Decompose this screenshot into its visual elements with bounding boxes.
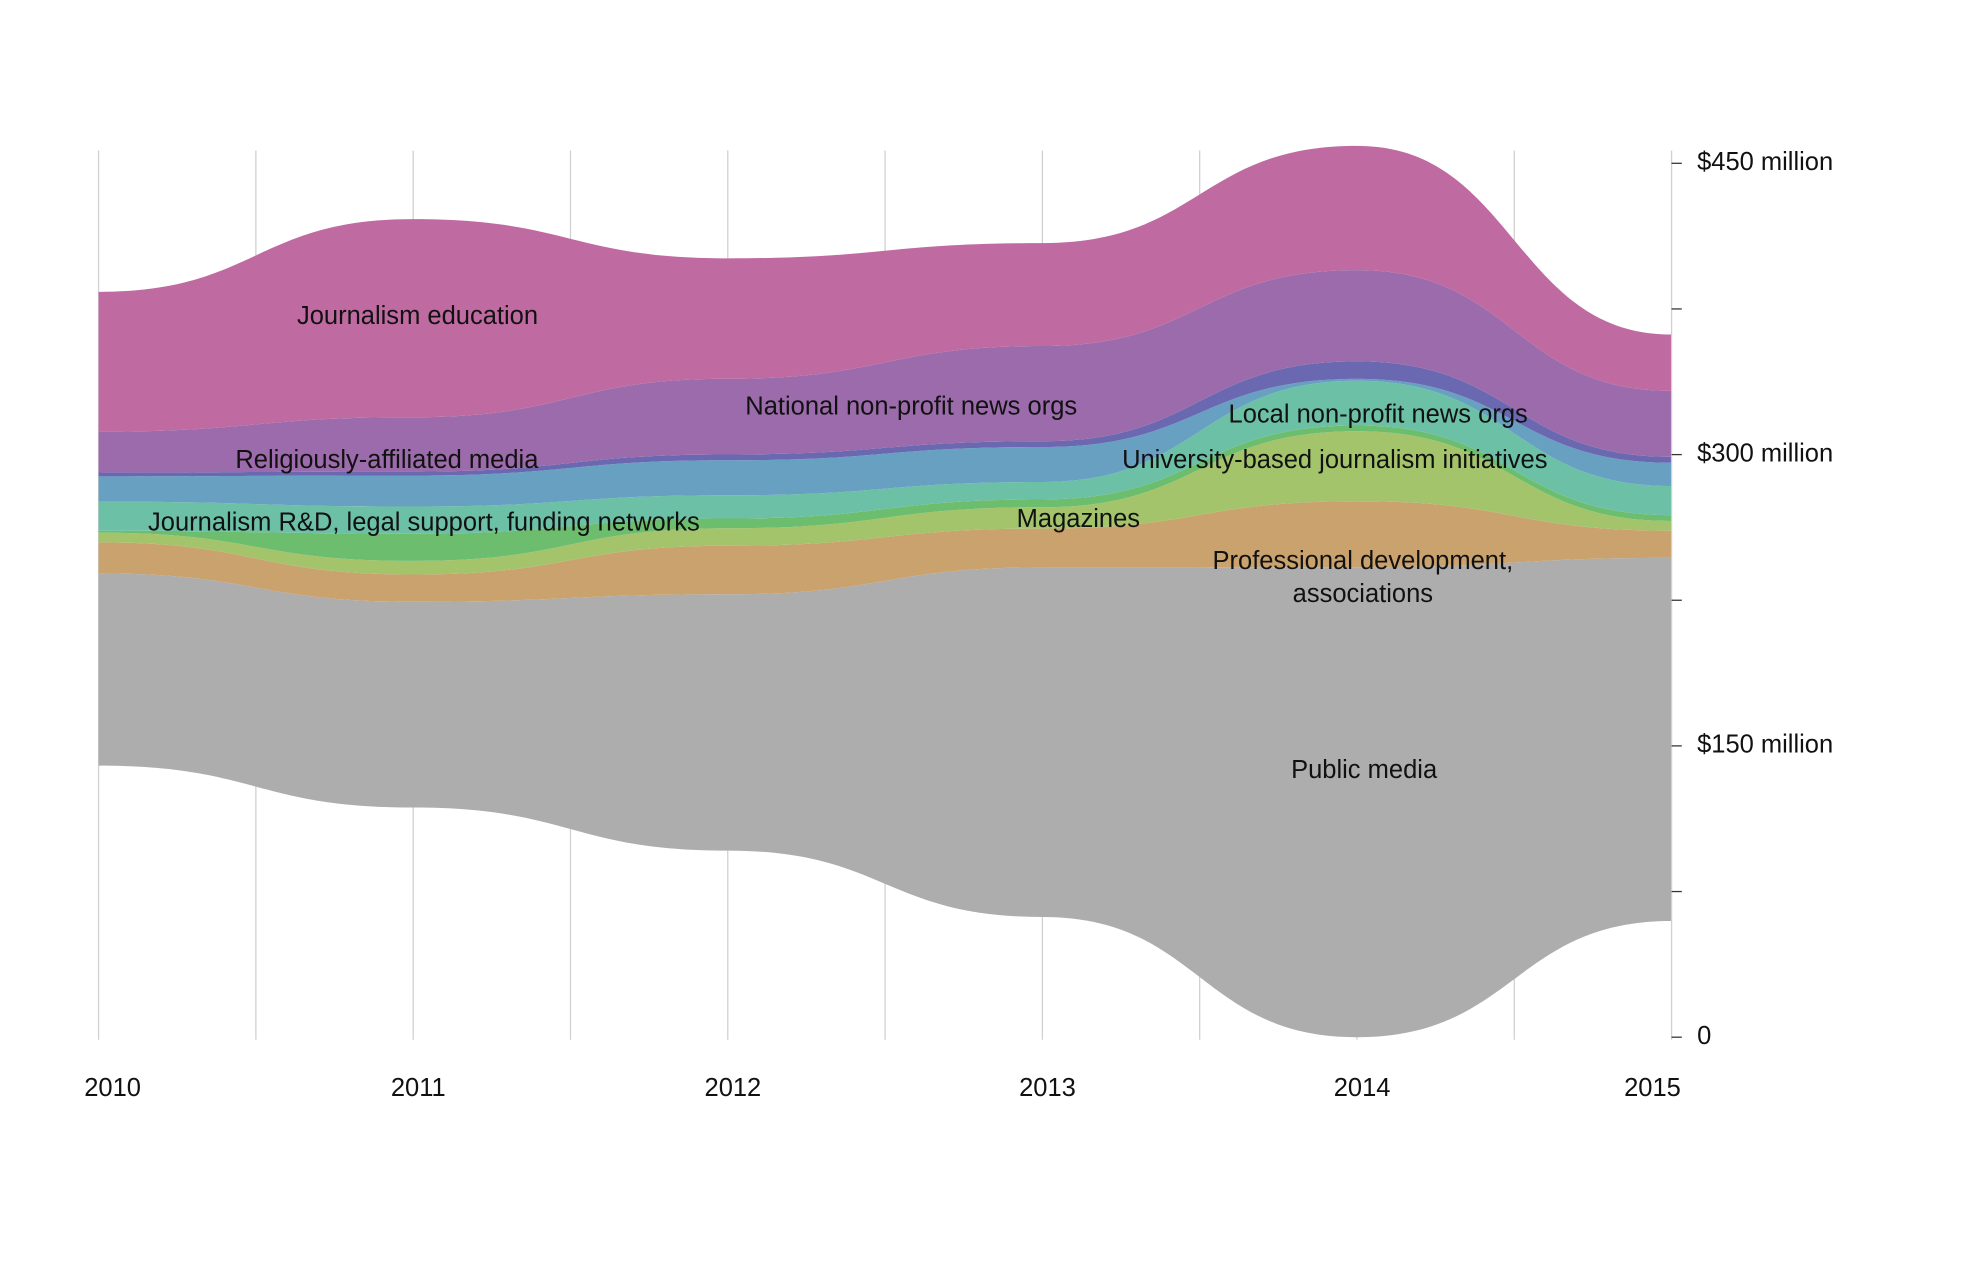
series-label: Public media	[1291, 756, 1438, 785]
labels: Public media Professional development, as…	[148, 302, 1548, 785]
series-label-box: Local non-profit news orgs	[1228, 400, 1528, 429]
series-label: Religiously-affiliated media	[235, 446, 539, 475]
series-label: Local non-profit news orgs	[1228, 400, 1528, 429]
x-tick-label: 2011	[391, 1074, 446, 1102]
y-tick-label: $150 million	[1697, 731, 1833, 759]
y-tick-label: 0	[1697, 1022, 1711, 1050]
series-label-box: Religiously-affiliated media	[235, 446, 539, 475]
y-tick-label: $450 million	[1697, 148, 1833, 176]
stream-area	[98, 378, 1672, 507]
stream-area	[98, 431, 1672, 575]
series-label-box: Journalism education	[296, 302, 539, 331]
axes: 2010 2011 2012 2013 2014 2015 0 $150 million $30…	[84, 148, 1833, 1102]
x-tick-label: 2014	[1334, 1074, 1391, 1102]
stream-area	[98, 557, 1672, 1038]
series-label: Journalism R&D, legal support, funding n…	[148, 509, 700, 538]
series-label: University-based journalism initiatives	[1122, 446, 1548, 475]
series-label-box: University-based journalism initiatives	[1122, 446, 1548, 475]
areas	[98, 145, 1672, 1038]
x-tick-label: 2013	[1019, 1074, 1076, 1102]
series-label: Magazines	[1016, 505, 1141, 534]
stream-area	[98, 270, 1672, 473]
stream-area	[98, 380, 1672, 534]
series-label-box: Public media	[1291, 756, 1438, 785]
x-tick-label: 2012	[705, 1074, 762, 1102]
x-tick-label: 2010	[84, 1074, 141, 1102]
series-label-box: National non-profit news orgs	[745, 392, 1078, 421]
series-label: National non-profit news orgs	[745, 392, 1078, 421]
series-label: Professional development, associations	[1212, 547, 1514, 609]
y-tick-label: $300 million	[1697, 439, 1833, 467]
series-label-box: Professional development, associations	[1212, 547, 1514, 609]
stream-area	[98, 145, 1672, 432]
stream-area	[98, 361, 1672, 477]
x-tick-label: 2015	[1624, 1074, 1681, 1102]
stream-area	[98, 501, 1672, 602]
series-label: Journalism education	[296, 302, 539, 331]
series-label-box: Magazines	[1016, 505, 1141, 534]
series-label-box: Journalism R&D, legal support, funding n…	[148, 509, 700, 538]
